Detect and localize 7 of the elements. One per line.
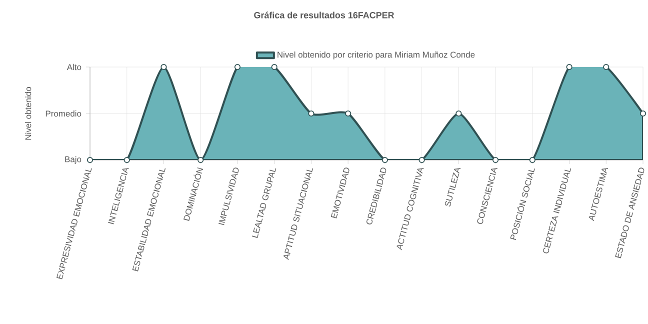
x-tick-label: LEALTAD GRUPAL: [252, 168, 276, 238]
text: Promedio: [46, 110, 82, 117]
chart-title: Gráfica de resultados 16FACPER: [254, 12, 394, 18]
legend-label: Nivel obtenido por criterio para Miriam Muñoz Conde: [278, 51, 475, 60]
y-axis-title: Nivel obtenido: [24, 87, 32, 140]
text: Alto: [66, 64, 82, 70]
text: Bajo: [65, 156, 82, 164]
